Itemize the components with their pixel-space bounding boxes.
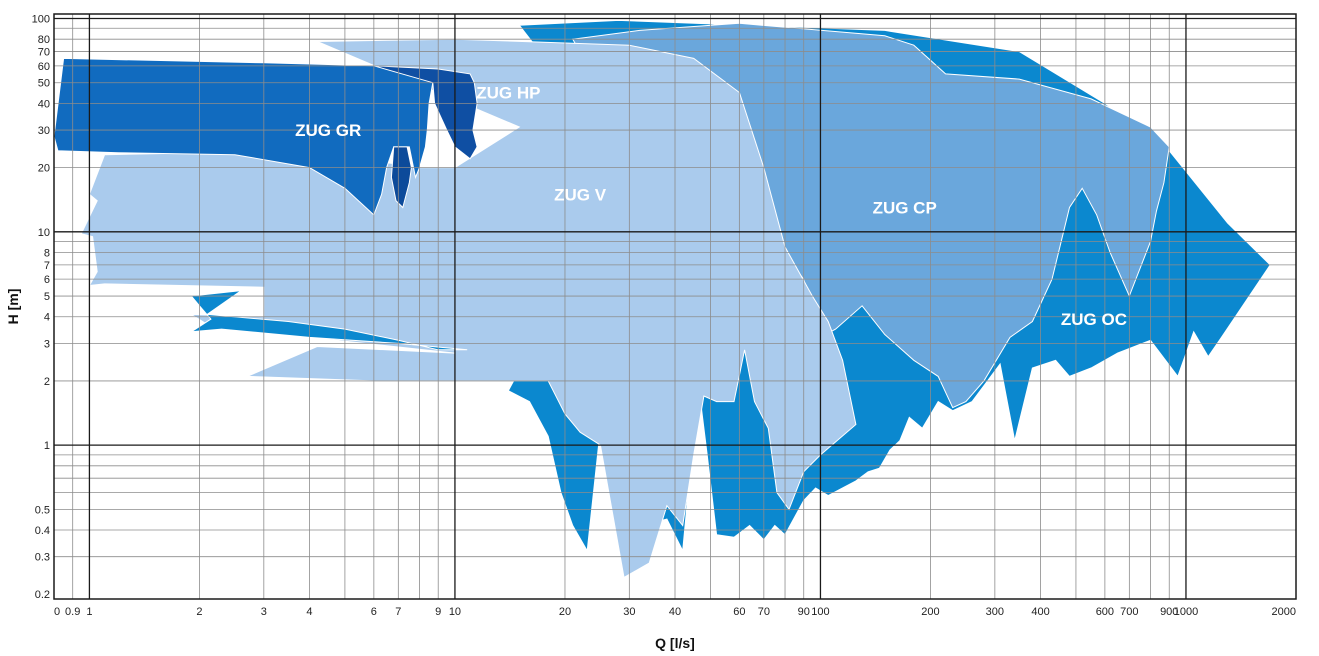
x-tick-label: 700 xyxy=(1120,606,1138,618)
y-tick-label: 6 xyxy=(44,274,50,286)
y-tick-label: 4 xyxy=(44,312,50,324)
region-labels: ZUG OC ZUG CP ZUG V ZUG GR ZUG HP xyxy=(295,83,1127,329)
x-tick-label: 2000 xyxy=(1272,606,1296,618)
plot-area xyxy=(53,19,1271,579)
y-tick-label: 50 xyxy=(38,78,50,90)
y-tick-label: 70 xyxy=(38,47,50,59)
y-tick-label: 5 xyxy=(44,291,50,303)
x-tick-label: 2 xyxy=(196,606,202,618)
x-tick-label: 1000 xyxy=(1174,606,1198,618)
region-label-zug-hp: ZUG HP xyxy=(476,83,540,102)
y-tick-label: 20 xyxy=(38,163,50,175)
y-tick-label: 3 xyxy=(44,338,50,350)
x-tick-label: 7 xyxy=(395,606,401,618)
x-tick-labels: 0 0.9 1 2 3 4 6 7 9 10 20 30 40 60 70 90 100 200 300 400 600… xyxy=(54,606,1296,618)
x-tick-label: 1 xyxy=(86,606,92,618)
y-tick-label: 0.3 xyxy=(35,552,50,564)
region-label-zug-gr: ZUG GR xyxy=(295,121,361,140)
x-tick-label: 600 xyxy=(1096,606,1114,618)
x-tick-label: 400 xyxy=(1031,606,1049,618)
x-tick-label: 6 xyxy=(371,606,377,618)
x-tick-label: 100 xyxy=(811,606,829,618)
x-tick-label: 3 xyxy=(261,606,267,618)
y-tick-label: 2 xyxy=(44,376,50,388)
y-tick-label: 60 xyxy=(38,61,50,73)
x-tick-label: 300 xyxy=(986,606,1004,618)
x-tick-label: 70 xyxy=(758,606,770,618)
y-tick-label: 30 xyxy=(38,125,50,137)
x-tick-label: 200 xyxy=(921,606,939,618)
y-tick-label: 100 xyxy=(32,14,50,26)
x-tick-label: 20 xyxy=(559,606,571,618)
grid-lines xyxy=(54,14,1296,599)
x-tick-label: 30 xyxy=(623,606,635,618)
y-tick-label: 40 xyxy=(38,98,50,110)
region-label-zug-oc: ZUG OC xyxy=(1061,310,1127,329)
x-tick-label: 90 xyxy=(798,606,810,618)
x-axis-title: Q [l/s] xyxy=(655,635,695,651)
x-tick-label: 0.9 xyxy=(65,606,80,618)
region-extra-5 xyxy=(390,146,412,209)
y-tick-label: 1 xyxy=(44,440,50,452)
x-tick-label: 0 xyxy=(54,606,60,618)
y-tick-label: 10 xyxy=(38,227,50,239)
x-tick-label: 900 xyxy=(1160,606,1178,618)
plot-frame xyxy=(53,13,1297,600)
x-tick-label: 40 xyxy=(669,606,681,618)
y-tick-label: 0.4 xyxy=(35,525,50,537)
region-label-zug-cp: ZUG CP xyxy=(873,199,937,218)
y-tick-label: 0.5 xyxy=(35,504,50,516)
x-tick-label: 4 xyxy=(306,606,312,618)
y-axis-title: H [m] xyxy=(5,289,21,325)
y-tick-label: 80 xyxy=(38,34,50,46)
y-tick-label: 0.2 xyxy=(35,589,50,601)
x-tick-label: 60 xyxy=(733,606,745,618)
y-tick-label: 7 xyxy=(44,260,50,272)
x-tick-label: 9 xyxy=(435,606,441,618)
y-tick-label: 8 xyxy=(44,248,50,260)
x-tick-label: 10 xyxy=(449,606,461,618)
region-label-zug-v: ZUG V xyxy=(554,185,607,204)
